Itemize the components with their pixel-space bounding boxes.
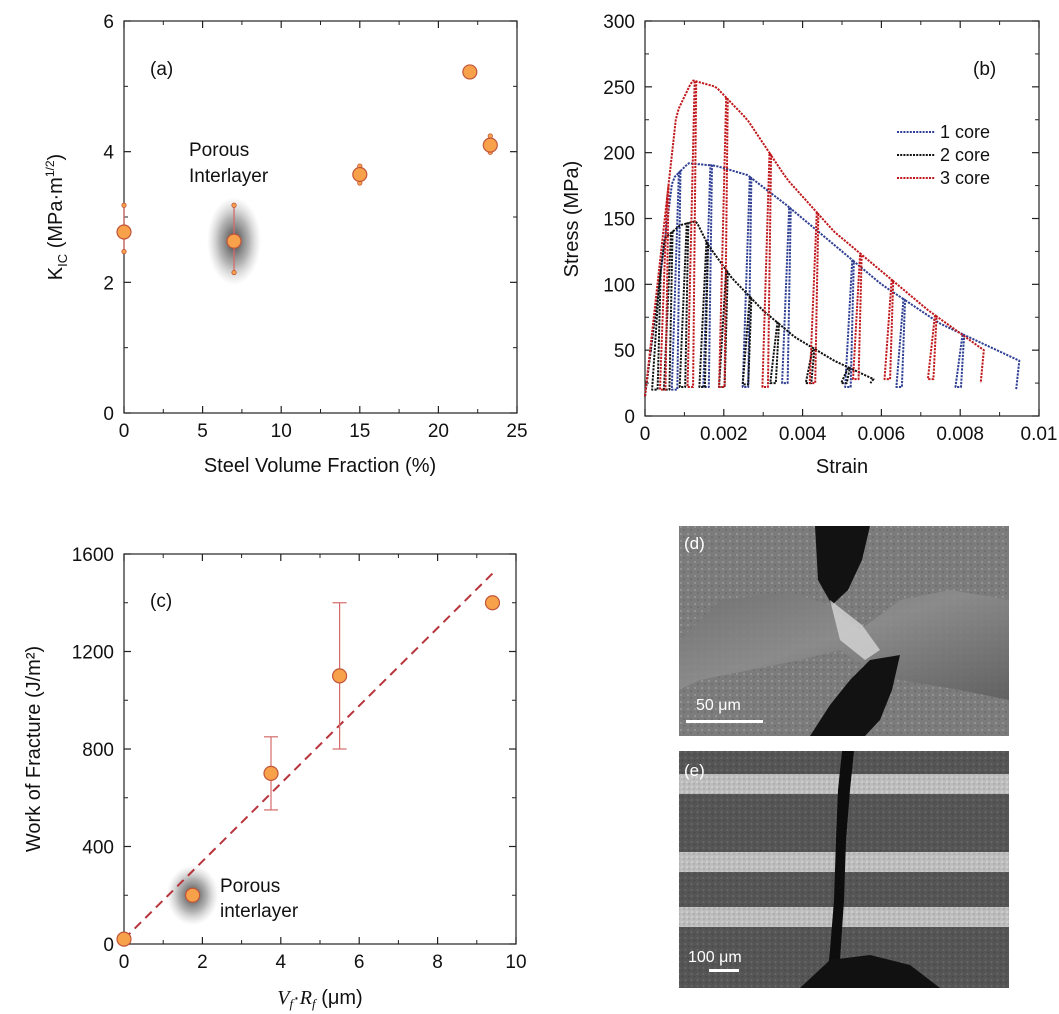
scale-bar-label: 100 μm	[688, 949, 742, 966]
x-tick-label: 5	[197, 421, 208, 442]
error-cap	[121, 249, 127, 255]
annotation-interlayer: Interlayer	[189, 166, 269, 187]
sem-image-d: (d) 50 μm	[679, 526, 1009, 736]
y-tick-label: 4	[103, 143, 114, 164]
data-point	[332, 668, 348, 684]
x-axis-label: Vf·Rf (μm)	[277, 987, 362, 1011]
x-tick-label: 0.006	[858, 424, 906, 445]
crack-bottom	[810, 655, 900, 736]
sem-image-e: (e) 100 μm	[679, 751, 1009, 988]
y-tick-label: 200	[603, 144, 635, 165]
steel-layer	[679, 907, 1009, 927]
annotation-porous: Porous	[189, 140, 249, 161]
data-point	[116, 224, 132, 240]
x-tick-label: 20	[428, 421, 449, 442]
y-axis-label: KIC (MPa·m1/2)	[43, 154, 70, 280]
y-tick-label: 6	[103, 12, 114, 33]
data-point	[263, 765, 279, 781]
y-tick-label: 150	[603, 210, 635, 231]
data-point	[462, 64, 478, 80]
y-tick-label: 2	[103, 273, 114, 294]
data-point	[185, 887, 201, 903]
series-line	[644, 220, 875, 397]
scale-bar-label: 50 μm	[696, 697, 741, 714]
x-axis-label: Strain	[816, 456, 868, 478]
panel-c: 0 2 4 6 8 10 0 400 800 1200 1600 (c) Porous interl…	[23, 545, 527, 1011]
scale-bar	[686, 720, 763, 723]
error-cap	[231, 202, 237, 208]
y-tick-label: 0	[103, 404, 114, 425]
pore	[800, 955, 940, 988]
legend-label: 2 core	[940, 145, 990, 165]
x-tick-label: 8	[432, 952, 443, 973]
image-label: (e)	[684, 761, 705, 780]
x-tick-label: 0.002	[700, 424, 748, 445]
error-cap	[231, 269, 237, 276]
error-cap	[121, 202, 127, 208]
annotation-porous: Porous	[220, 876, 280, 897]
y-tick-label: 300	[603, 12, 635, 33]
x-tick-label: 4	[276, 952, 287, 973]
x-tick-label: 0	[640, 424, 651, 445]
crack-top	[815, 526, 870, 605]
crack	[826, 751, 854, 988]
legend-label: 3 core	[940, 168, 990, 188]
y-tick-label: 100	[603, 275, 635, 296]
panel-label: (a)	[150, 59, 173, 80]
panel-a: 0 5 10 15 20 25 0 2 4 6 (a) Porous Interlayer Ste…	[43, 12, 528, 477]
data-point	[484, 595, 501, 611]
x-tick-label: 10	[505, 952, 526, 973]
x-tick-label: 2	[197, 952, 208, 973]
x-tick-label: 0.004	[779, 424, 827, 445]
x-tick-label: 0.008	[936, 424, 984, 445]
data-point	[352, 166, 368, 183]
y-tick-label: 0	[624, 407, 635, 428]
y-tick-label: 1200	[72, 643, 114, 664]
x-tick-label: 10	[271, 421, 292, 442]
panel-b: 0 0.002 0.004 0.006 0.008 0.01 0 50 100 150 200 250…	[561, 12, 1057, 478]
y-tick-label: 250	[603, 78, 635, 99]
x-tick-label: 0	[119, 421, 130, 442]
plot-frame	[644, 20, 1040, 417]
bridging-ligament	[830, 600, 880, 660]
fit-line	[123, 572, 494, 940]
x-tick-label: 15	[349, 421, 370, 442]
panel-label: (c)	[150, 591, 172, 612]
legend-label: 1 core	[940, 122, 990, 142]
plot-frame	[123, 20, 518, 414]
fracture-surface	[679, 590, 1009, 700]
error-cap	[487, 133, 493, 139]
data-point	[482, 137, 498, 153]
image-label: (d)	[684, 534, 705, 553]
x-tick-label: 6	[354, 952, 365, 973]
series-line	[644, 79, 985, 397]
y-tick-label: 0	[103, 935, 114, 956]
legend: 1 core 2 core 3 core	[897, 122, 990, 188]
x-axis-label: Steel Volume Fraction (%)	[204, 455, 436, 477]
panel-label: (b)	[973, 59, 996, 80]
y-tick-label: 1600	[72, 545, 114, 566]
annotation-interlayer: interlayer	[220, 901, 299, 922]
y-tick-label: 800	[82, 740, 114, 761]
x-tick-label: 25	[506, 421, 527, 442]
series-line	[644, 162, 1021, 397]
y-tick-label: 50	[614, 341, 635, 362]
y-tick-label: 400	[82, 838, 114, 859]
y-axis-label: Stress (MPa)	[561, 161, 583, 278]
data-point	[226, 233, 242, 249]
y-axis-label: Work of Fracture (J/m²)	[23, 646, 45, 852]
x-tick-label: 0.01	[1021, 424, 1058, 445]
data-point	[116, 931, 132, 947]
scale-bar	[709, 969, 739, 972]
x-tick-label: 0	[119, 952, 130, 973]
